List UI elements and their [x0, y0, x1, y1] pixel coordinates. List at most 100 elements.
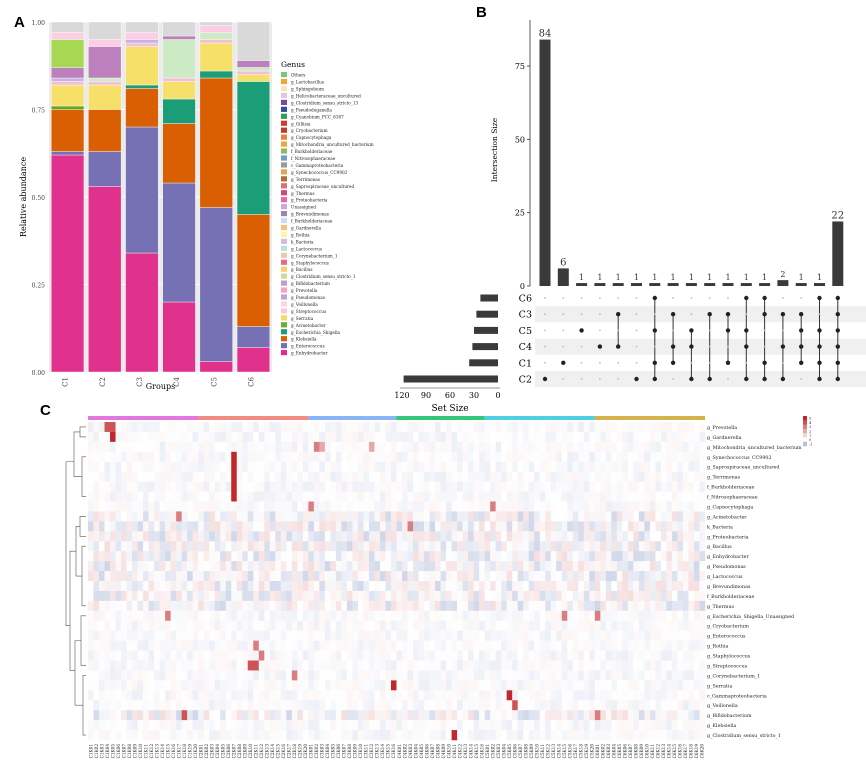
heatmap-cell	[644, 501, 651, 512]
heatmap-cell	[137, 680, 144, 691]
heatmap-cell	[633, 491, 640, 502]
heatmap-cell	[446, 521, 452, 532]
heatmap-cell	[236, 670, 243, 681]
heatmap-cell	[440, 650, 447, 661]
heatmap-cell	[302, 431, 309, 443]
heatmap-cell	[523, 541, 530, 552]
heatmap-cell	[368, 590, 375, 602]
heatmap-cell	[286, 600, 293, 612]
heatmap-cell	[280, 710, 287, 721]
heatmap-cell	[473, 690, 480, 701]
heatmap-cell	[539, 551, 546, 562]
heatmap-cell	[148, 511, 155, 522]
heatmap-cell	[192, 511, 199, 522]
heatmap-cell	[132, 501, 138, 512]
heatmap-cell	[578, 630, 585, 641]
heatmap-cell	[660, 620, 667, 631]
heatmap-cell	[236, 620, 243, 631]
heatmap-cell	[247, 660, 254, 671]
heatmap-cell	[176, 680, 182, 691]
row-label: g_Pseudomonas	[707, 564, 746, 570]
matrix-dot	[780, 344, 786, 349]
heatmap-cell	[594, 630, 601, 641]
heatmap-cell	[165, 471, 171, 482]
heatmap-cell	[258, 700, 265, 711]
heatmap-cell	[280, 521, 287, 532]
heatmap-cell	[605, 431, 612, 443]
heatmap-cell	[468, 431, 474, 443]
heatmap-cell	[677, 451, 684, 463]
heatmap-cell	[374, 551, 381, 562]
heatmap-cell	[605, 680, 612, 691]
heatmap-cell	[424, 501, 430, 512]
bar-segment	[88, 21, 122, 40]
heatmap-cell	[346, 461, 353, 472]
heatmap-cell	[247, 571, 254, 582]
heatmap-cell	[308, 531, 315, 542]
heatmap-cell	[484, 491, 491, 502]
heatmap-cell	[556, 422, 563, 433]
heatmap-cell	[93, 521, 100, 532]
matrix-dot	[562, 313, 565, 316]
heatmap-cell	[93, 650, 100, 661]
heatmap-cell	[490, 501, 496, 512]
heatmap-cell	[148, 600, 155, 612]
heatmap-cell	[622, 650, 629, 661]
heatmap-cell	[341, 620, 348, 631]
heatmap-cell	[330, 581, 337, 592]
heatmap-cell	[435, 551, 441, 562]
heatmap-cell	[655, 551, 662, 562]
heatmap-cell	[302, 471, 309, 482]
heatmap-cell	[627, 451, 634, 463]
heatmap-cell	[693, 541, 700, 552]
heatmap-cell	[88, 590, 94, 602]
heatmap-cell	[446, 700, 452, 711]
heatmap-cell	[666, 690, 673, 701]
heatmap-cell	[468, 600, 474, 612]
heatmap-cell	[165, 531, 171, 542]
heatmap-cell	[104, 610, 111, 622]
heatmap-cell	[413, 660, 419, 671]
heatmap-cell	[176, 531, 182, 542]
set-label: C4	[519, 342, 532, 353]
heatmap-cell	[181, 511, 188, 522]
heatmap-cell	[539, 590, 546, 602]
heatmap-cell	[495, 630, 502, 641]
heatmap-cell	[396, 541, 403, 552]
heatmap-cell	[280, 541, 287, 552]
heatmap-cell	[352, 700, 359, 711]
column-label: C3K08	[347, 744, 352, 759]
heatmap-cell	[435, 690, 441, 701]
heatmap-cell	[209, 491, 216, 502]
heatmap-cell	[286, 680, 293, 691]
heatmap-cell	[699, 501, 706, 512]
heatmap-cell	[379, 720, 386, 731]
heatmap-cell	[512, 700, 518, 711]
heatmap-cell	[440, 481, 447, 492]
heatmap-cell	[561, 471, 568, 482]
heatmap-cell	[677, 700, 684, 711]
heatmap-cell	[192, 541, 199, 552]
heatmap-cell	[335, 481, 342, 492]
heatmap-cell	[660, 650, 667, 661]
legend-swatch	[281, 238, 287, 244]
heatmap-cell	[242, 531, 249, 542]
heatmap-cell	[159, 441, 166, 453]
heatmap-cell	[324, 610, 331, 622]
heatmap-cell	[225, 531, 232, 542]
heatmap-cell	[594, 551, 601, 562]
intersection-bar	[631, 283, 642, 286]
heatmap-cell	[88, 710, 94, 721]
heatmap-cell	[446, 541, 452, 552]
heatmap-cell	[363, 491, 370, 502]
heatmap-cell	[192, 710, 199, 721]
heatmap-cell	[357, 600, 364, 612]
heatmap-cell	[368, 600, 375, 612]
heatmap-cell	[286, 451, 293, 463]
heatmap-cell	[363, 640, 370, 651]
heatmap-cell	[462, 461, 469, 472]
heatmap-cell	[148, 422, 155, 433]
bar-value-label: 1	[799, 273, 804, 282]
heatmap-cell	[479, 590, 485, 602]
heatmap-cell	[600, 700, 607, 711]
